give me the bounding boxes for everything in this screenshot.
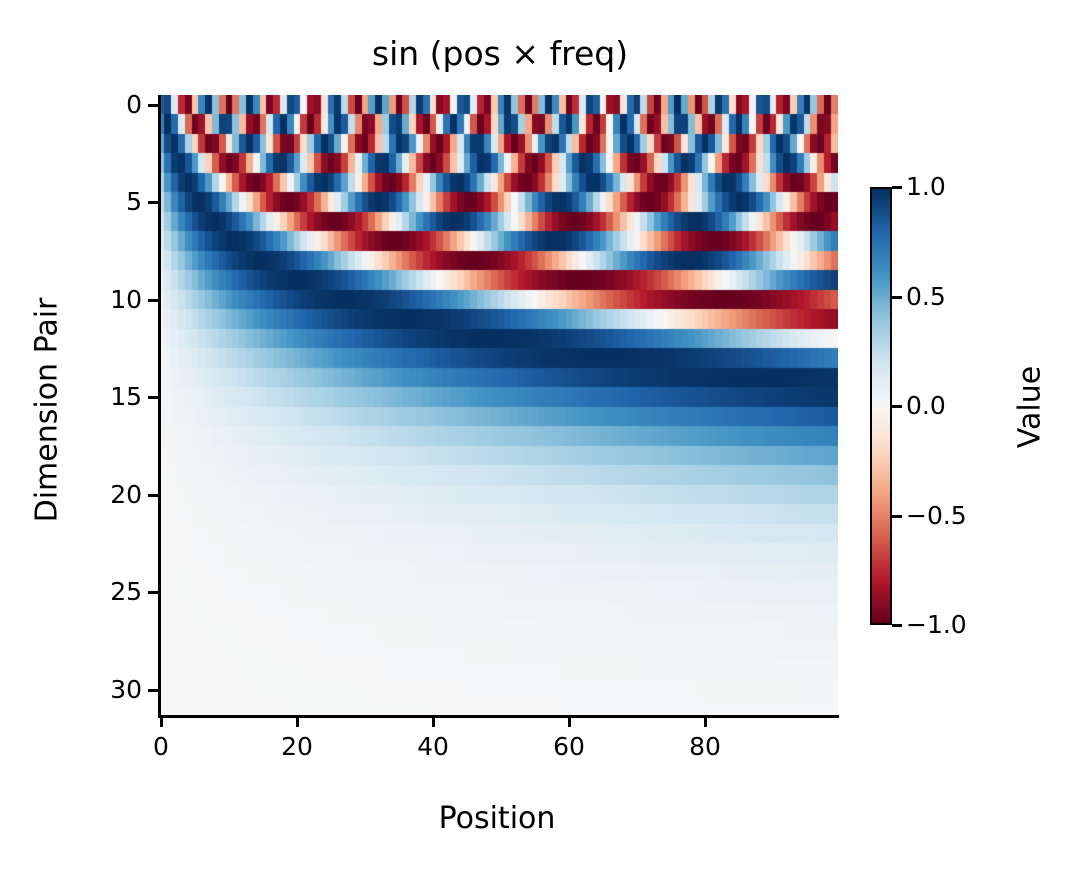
x-tick-label: 40 [417, 732, 449, 761]
colorbar-tick [892, 515, 902, 518]
colorbar-tick [892, 186, 902, 189]
x-tick-label: 20 [281, 732, 313, 761]
y-tick-label: 10 [110, 285, 142, 314]
colorbar-tick-label: 0.5 [906, 282, 946, 311]
x-tick-label: 80 [689, 732, 721, 761]
x-axis-label: Position [438, 801, 556, 836]
heatmap-image [158, 95, 838, 719]
colorbar-tick [892, 405, 902, 408]
chart-title: sin (pos × freq) [371, 34, 629, 73]
y-tick-label: 0 [126, 90, 142, 119]
y-tick-15 [148, 396, 158, 399]
colorbar-tick [892, 624, 902, 627]
y-tick-0 [148, 104, 158, 107]
x-tick-20 [296, 717, 299, 727]
y-tick-label: 25 [110, 577, 142, 606]
y-tick-10 [148, 299, 158, 302]
y-tick-25 [148, 591, 158, 594]
colorbar-tick-label: 1.0 [906, 172, 946, 201]
x-tick-0 [160, 717, 163, 727]
x-tick-label: 0 [153, 732, 169, 761]
y-tick-label: 20 [110, 480, 142, 509]
y-tick-label: 30 [110, 675, 142, 704]
x-axis-spine [158, 715, 839, 718]
x-tick-label: 60 [553, 732, 585, 761]
y-axis-label: Dimension Pair [29, 297, 65, 523]
colorbar-tick [892, 296, 902, 299]
colorbar-tick-label: 0.0 [906, 391, 946, 420]
x-tick-80 [704, 717, 707, 727]
colorbar-label: Value [1012, 365, 1048, 449]
y-tick-label: 5 [126, 187, 142, 216]
x-tick-40 [432, 717, 435, 727]
y-tick-5 [148, 201, 158, 204]
y-tick-label: 15 [110, 382, 142, 411]
colorbar-tick-label: −1.0 [906, 610, 967, 639]
y-axis-spine [158, 95, 161, 718]
y-tick-30 [148, 689, 158, 692]
colorbar [870, 187, 892, 625]
colorbar-tick-label: −0.5 [906, 501, 967, 530]
y-tick-20 [148, 494, 158, 497]
x-tick-60 [568, 717, 571, 727]
